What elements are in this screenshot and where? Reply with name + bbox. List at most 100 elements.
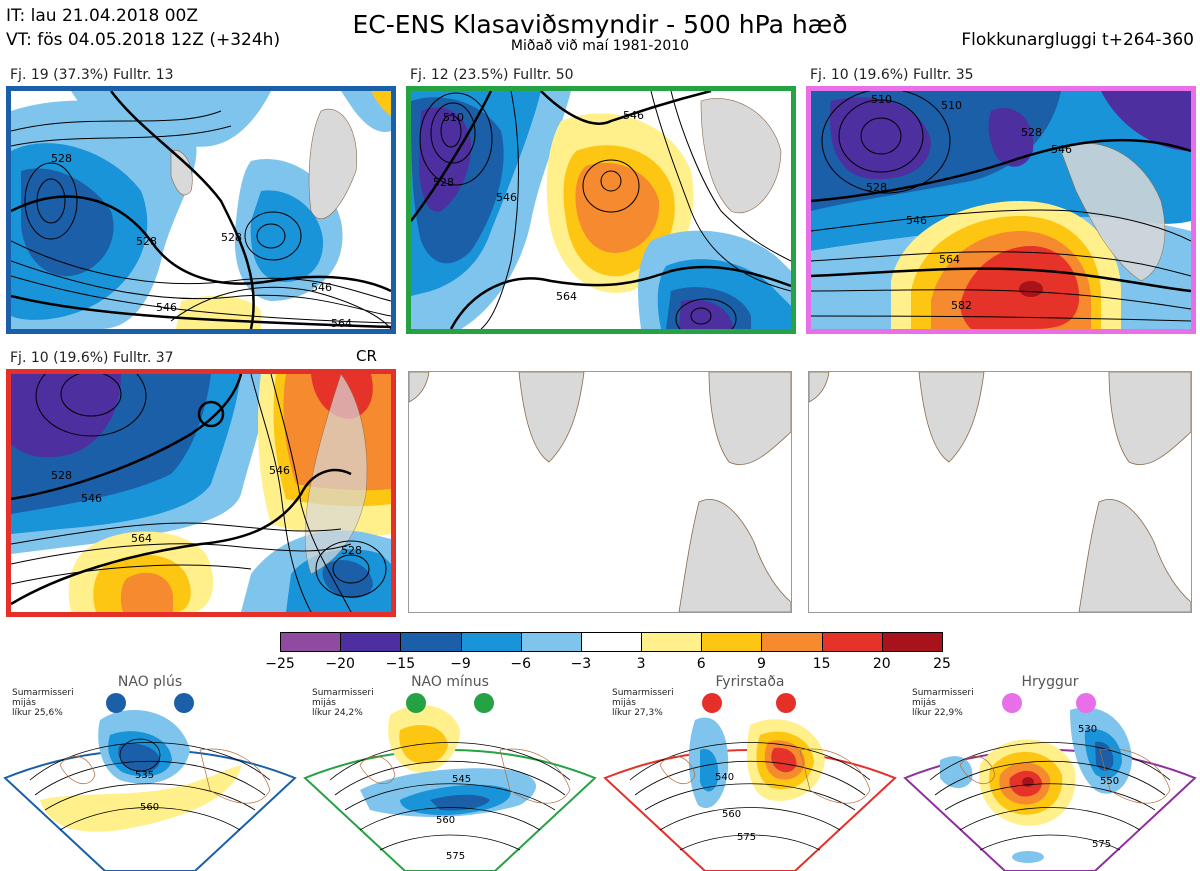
- regime-map-graphic: 530 550 575: [903, 707, 1197, 871]
- cluster-map-2-graphic: 510 528 546 546 564: [411, 91, 791, 329]
- control-run-tag: CR: [356, 347, 377, 365]
- note-line: mijás: [612, 698, 636, 708]
- contour-label: 510: [941, 99, 962, 112]
- contour-label: 564: [939, 253, 960, 266]
- colorbar-tick-label: −3: [570, 656, 592, 672]
- contour-label: 510: [443, 111, 464, 124]
- note-line: Sumarmisseri: [12, 688, 74, 698]
- regime-title: Fyrirstaða: [715, 674, 785, 690]
- anomaly-colorbar: [280, 632, 943, 652]
- page-subtitle: Miðað við maí 1981-2010: [510, 38, 690, 54]
- colorbar-swatch: [881, 632, 943, 652]
- initial-time: IT: lau 21.04.2018 00Z: [6, 6, 198, 26]
- colorbar-tick-label: −6: [510, 656, 532, 672]
- coastline-graphic: [409, 372, 791, 612]
- contour-label: 575: [737, 832, 756, 843]
- cluster-map-3[interactable]: 510 510 528 528 546 546 564 582: [806, 86, 1196, 334]
- empty-map-5: [408, 371, 792, 613]
- contour-label: 528: [341, 544, 362, 557]
- colorbar-swatch: [580, 632, 643, 652]
- contour-label: 546: [81, 492, 102, 505]
- empty-map-6: [808, 371, 1192, 613]
- contour-label: 545: [452, 774, 471, 785]
- contour-label: 510: [871, 93, 892, 106]
- note-line: líkur 24,2%: [312, 708, 363, 718]
- note-line: Sumarmisseri: [312, 688, 374, 698]
- cluster-map-4[interactable]: 528 546 564 546 528: [6, 369, 396, 617]
- cluster-map-1[interactable]: 528 528 528 546 546 564: [6, 86, 396, 334]
- colorbar-swatch: [821, 632, 883, 652]
- cluster-map-1-graphic: 528 528 528 546 546 564: [11, 91, 391, 329]
- colorbar-tick-label: −15: [385, 656, 416, 672]
- colorbar-tick-label: −20: [325, 656, 355, 672]
- regime-blocking: 540 560 575 Fyrirstaða Sumarmisseri mijá…: [600, 670, 900, 871]
- contour-label: 546: [623, 109, 644, 122]
- contour-label: 535: [135, 770, 154, 781]
- colorbar-tick-label: 20: [872, 656, 891, 672]
- colorbar-tick-label: 25: [933, 656, 951, 672]
- contour-label: 546: [311, 281, 332, 294]
- valid-time: VT: fös 04.05.2018 12Z (+324h): [6, 30, 281, 50]
- cluster-map-3-graphic: 510 510 528 528 546 546 564 582: [811, 91, 1191, 329]
- regime-title: NAO plús: [117, 674, 183, 690]
- contour-label: 575: [1092, 839, 1111, 850]
- note-line: líkur 22,9%: [912, 708, 963, 718]
- colorbar-swatch: [761, 632, 823, 652]
- cluster-map-4-graphic: 528 546 564 546 528: [11, 374, 391, 612]
- colorbar-swatch: [460, 632, 522, 652]
- note-line: mijás: [912, 698, 936, 708]
- contour-label: 560: [722, 809, 741, 820]
- contour-label: 546: [156, 301, 177, 314]
- regime-title: NAO mínus: [411, 674, 489, 690]
- colorbar-tick-label: −25: [265, 656, 295, 672]
- note-line: mijás: [312, 698, 336, 708]
- regime-note: Sumarmisseri mijás líkur 24,2%: [312, 688, 374, 718]
- colorbar-tick-label: 15: [812, 656, 831, 672]
- coastline-graphic: [809, 372, 1191, 612]
- note-line: líkur 25,6%: [12, 708, 63, 718]
- contour-label: 564: [331, 317, 352, 329]
- note-line: Sumarmisseri: [612, 688, 674, 698]
- regime-note: Sumarmisseri mijás líkur 27,3%: [612, 688, 674, 718]
- colorbar-tick-label: 3: [636, 656, 646, 672]
- page-title: EC-ENS Klasaviðsmyndir - 500 hPa hæð: [352, 10, 848, 39]
- colorbar-swatch: [400, 632, 462, 652]
- contour-label: 528: [433, 176, 454, 189]
- regime-dot-left: [406, 693, 426, 713]
- colorbar-tick-label: 6: [696, 656, 706, 672]
- contour-label: 540: [715, 772, 734, 783]
- regime-ridge: 530 550 575 Hryggur Sumarmisseri mijás l…: [900, 670, 1200, 871]
- regime-map-graphic: 540 560 575: [603, 717, 897, 871]
- cluster-3-label: Fj. 10 (19.6%) Fulltr. 35: [810, 67, 974, 83]
- colorbar-swatch: [701, 632, 763, 652]
- colorbar-swatch: [280, 632, 342, 652]
- contour-label: 528: [51, 152, 72, 165]
- contour-label: 530: [1078, 724, 1097, 735]
- note-line: Sumarmisseri: [912, 688, 974, 698]
- note-line: mijás: [12, 698, 36, 708]
- cluster-2-label: Fj. 12 (23.5%) Fulltr. 50: [410, 67, 574, 83]
- colorbar-swatch: [340, 632, 402, 652]
- contour-label: 575: [446, 851, 465, 862]
- cluster-map-2[interactable]: 510 528 546 546 564: [406, 86, 796, 334]
- note-line: líkur 27,3%: [612, 708, 663, 718]
- regime-dot-left: [1002, 693, 1022, 713]
- colorbar-tick-label: −9: [450, 656, 471, 672]
- contour-label: 528: [136, 235, 157, 248]
- contour-label: 564: [131, 532, 152, 545]
- contour-label: 560: [140, 802, 159, 813]
- contour-label: 546: [496, 191, 517, 204]
- colorbar-swatch: [641, 632, 703, 652]
- colorbar-swatch: [520, 632, 582, 652]
- contour-label: 528: [221, 231, 242, 244]
- regime-dot-right: [174, 693, 194, 713]
- regime-map-graphic: 535 560: [3, 710, 297, 871]
- contour-label: 528: [866, 181, 887, 194]
- regime-dot-right: [1076, 693, 1096, 713]
- classification-window: Flokkunargluggi t+264-360: [961, 30, 1194, 50]
- regime-dot-left: [702, 693, 722, 713]
- regime-dot-left: [106, 693, 126, 713]
- contour-label: 546: [269, 464, 290, 477]
- contour-label: 528: [51, 469, 72, 482]
